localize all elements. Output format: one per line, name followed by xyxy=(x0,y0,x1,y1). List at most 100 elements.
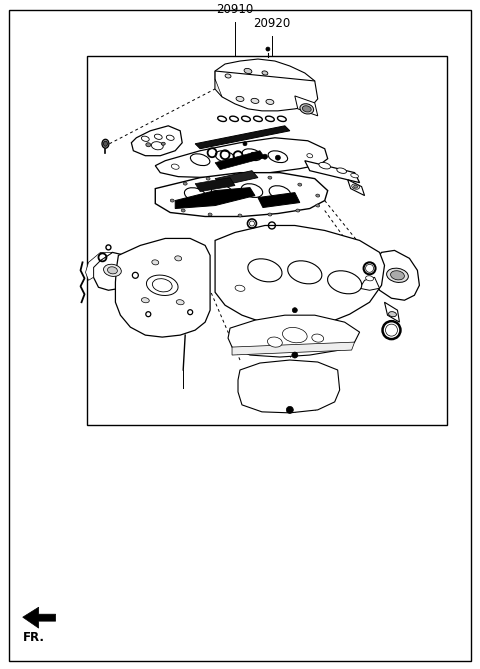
Ellipse shape xyxy=(206,177,210,180)
Polygon shape xyxy=(85,252,112,280)
Ellipse shape xyxy=(327,271,362,294)
Ellipse shape xyxy=(181,209,185,212)
Polygon shape xyxy=(156,173,328,217)
Ellipse shape xyxy=(241,116,251,122)
Polygon shape xyxy=(374,250,420,300)
Ellipse shape xyxy=(352,184,360,189)
Ellipse shape xyxy=(251,98,259,104)
Ellipse shape xyxy=(277,116,286,122)
Ellipse shape xyxy=(287,406,293,413)
Polygon shape xyxy=(305,161,360,183)
Ellipse shape xyxy=(388,312,396,316)
Ellipse shape xyxy=(142,136,149,141)
Ellipse shape xyxy=(151,142,163,150)
Polygon shape xyxy=(156,138,328,178)
Ellipse shape xyxy=(152,279,172,292)
Ellipse shape xyxy=(265,116,274,122)
Ellipse shape xyxy=(152,260,159,265)
Polygon shape xyxy=(215,151,265,170)
Polygon shape xyxy=(115,238,210,337)
Ellipse shape xyxy=(266,47,270,51)
Ellipse shape xyxy=(319,163,331,169)
Ellipse shape xyxy=(262,71,268,75)
Ellipse shape xyxy=(217,116,227,122)
Ellipse shape xyxy=(391,271,404,280)
Polygon shape xyxy=(23,607,56,628)
Ellipse shape xyxy=(292,308,297,312)
Ellipse shape xyxy=(282,327,307,343)
Ellipse shape xyxy=(238,175,242,178)
Ellipse shape xyxy=(183,182,187,185)
Ellipse shape xyxy=(242,149,262,161)
Polygon shape xyxy=(215,79,222,97)
Ellipse shape xyxy=(146,142,151,147)
Polygon shape xyxy=(238,360,340,413)
Ellipse shape xyxy=(216,151,235,163)
Text: FR.: FR. xyxy=(23,631,45,644)
Ellipse shape xyxy=(354,185,358,188)
Ellipse shape xyxy=(316,204,320,207)
Ellipse shape xyxy=(292,352,298,358)
Ellipse shape xyxy=(316,194,320,197)
Ellipse shape xyxy=(288,261,322,284)
Polygon shape xyxy=(132,126,182,156)
Ellipse shape xyxy=(244,68,252,74)
Ellipse shape xyxy=(211,185,233,199)
Ellipse shape xyxy=(170,199,174,202)
Ellipse shape xyxy=(176,300,184,305)
Ellipse shape xyxy=(102,139,109,149)
Ellipse shape xyxy=(307,154,312,158)
Ellipse shape xyxy=(229,116,239,122)
Ellipse shape xyxy=(268,176,272,179)
Ellipse shape xyxy=(146,275,178,296)
Text: 20910: 20910 xyxy=(216,3,253,16)
Ellipse shape xyxy=(248,259,282,282)
Ellipse shape xyxy=(175,256,181,261)
Ellipse shape xyxy=(191,154,210,166)
Ellipse shape xyxy=(253,116,263,122)
Text: 20920: 20920 xyxy=(253,17,290,30)
Ellipse shape xyxy=(104,141,108,147)
Ellipse shape xyxy=(236,96,244,102)
Polygon shape xyxy=(94,252,131,290)
Polygon shape xyxy=(258,193,300,207)
Ellipse shape xyxy=(108,267,118,274)
Ellipse shape xyxy=(104,264,121,276)
Ellipse shape xyxy=(276,155,280,160)
Ellipse shape xyxy=(268,213,272,216)
Polygon shape xyxy=(215,71,318,111)
Ellipse shape xyxy=(386,268,408,282)
Ellipse shape xyxy=(225,74,231,78)
Ellipse shape xyxy=(366,276,373,281)
Polygon shape xyxy=(384,302,399,322)
Ellipse shape xyxy=(266,99,274,104)
Polygon shape xyxy=(195,126,290,149)
Ellipse shape xyxy=(241,184,263,197)
Polygon shape xyxy=(360,278,380,290)
Ellipse shape xyxy=(167,135,174,140)
Ellipse shape xyxy=(298,183,302,186)
Ellipse shape xyxy=(351,173,359,178)
Ellipse shape xyxy=(263,155,267,159)
Ellipse shape xyxy=(155,134,162,139)
Ellipse shape xyxy=(337,168,347,173)
Ellipse shape xyxy=(300,104,313,114)
Polygon shape xyxy=(295,96,318,116)
Polygon shape xyxy=(215,59,315,99)
Ellipse shape xyxy=(267,337,282,347)
Ellipse shape xyxy=(235,285,245,291)
Polygon shape xyxy=(175,187,255,209)
Ellipse shape xyxy=(184,188,206,201)
Ellipse shape xyxy=(238,214,242,217)
Polygon shape xyxy=(215,171,258,185)
Polygon shape xyxy=(232,342,355,355)
Ellipse shape xyxy=(268,151,288,163)
Ellipse shape xyxy=(208,213,212,216)
Ellipse shape xyxy=(296,209,300,212)
Ellipse shape xyxy=(302,106,311,112)
Ellipse shape xyxy=(269,186,290,199)
Bar xyxy=(86,56,447,425)
Ellipse shape xyxy=(251,153,255,157)
Ellipse shape xyxy=(161,142,165,145)
Polygon shape xyxy=(348,180,365,195)
